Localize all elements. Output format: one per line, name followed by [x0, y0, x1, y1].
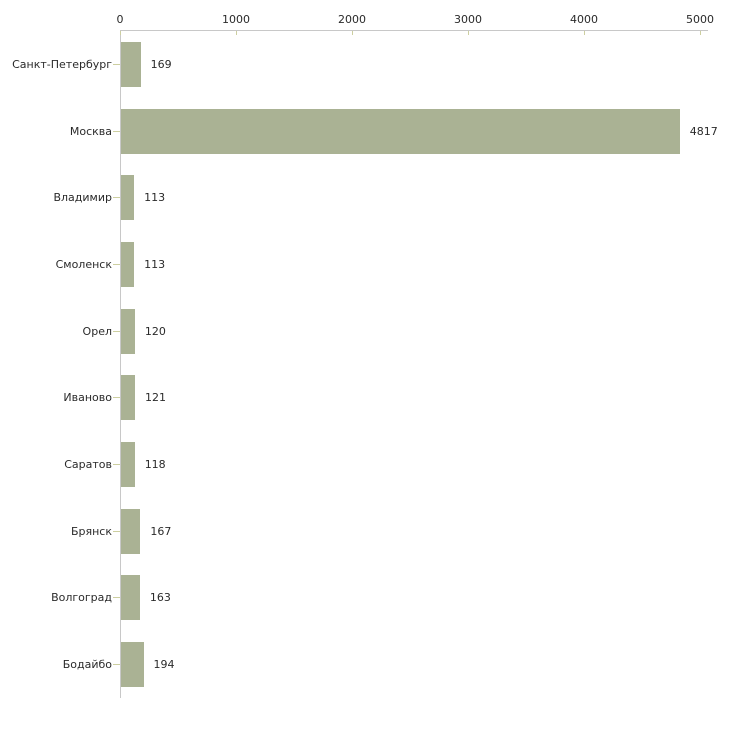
category-label: Брянск [70, 524, 112, 538]
x-tick-label: 1000 [222, 13, 250, 26]
x-tick-mark [352, 31, 353, 35]
bar [121, 575, 140, 621]
bar [121, 442, 135, 488]
value-label: 4817 [689, 124, 718, 138]
value-label: 167 [150, 524, 172, 538]
y-tick-mark [113, 464, 120, 466]
x-tick-label: 3000 [454, 13, 482, 26]
chart-row: Санкт-Петербург 169 [0, 31, 730, 98]
y-axis-line [120, 30, 121, 698]
chart-row: Бодайбо 194 [0, 631, 730, 698]
chart-row: Владимир 113 [0, 164, 730, 231]
chart-row: Орел 120 [0, 298, 730, 365]
y-tick-mark [113, 130, 120, 132]
chart-row: Москва 4817 [0, 98, 730, 165]
category-label: Бодайбо [62, 658, 112, 672]
y-tick-mark [113, 330, 120, 332]
value-label: 169 [150, 57, 172, 71]
bar [121, 508, 141, 554]
x-tick-mark [700, 31, 701, 35]
bar [121, 375, 136, 421]
bar [121, 308, 135, 354]
y-tick-mark [113, 263, 120, 265]
x-tick-label: 5000 [686, 13, 714, 26]
value-label: 163 [149, 591, 171, 605]
x-tick-mark [236, 31, 237, 35]
y-tick-mark [113, 63, 120, 65]
value-label: 121 [145, 391, 167, 405]
category-label: Иваново [63, 391, 112, 405]
category-label: Волгоград [51, 591, 112, 605]
value-label: 118 [144, 458, 166, 472]
category-label: Санкт-Петербург [12, 57, 112, 71]
chart-row: Брянск 167 [0, 498, 730, 565]
x-tick-label: 0 [116, 13, 124, 26]
x-tick-label: 4000 [570, 13, 598, 26]
value-label: 113 [144, 257, 166, 271]
bar [121, 41, 141, 87]
bar [121, 642, 144, 688]
category-label: Смоленск [55, 257, 112, 271]
bar [121, 108, 680, 154]
bar [121, 175, 135, 221]
value-label: 120 [144, 324, 166, 338]
chart-row: Волгоград 163 [0, 565, 730, 632]
category-label: Саратов [64, 458, 112, 472]
chart-row: Смоленск 113 [0, 231, 730, 298]
x-axis-line [120, 30, 708, 31]
x-tick-mark [584, 31, 585, 35]
y-tick-mark [113, 397, 120, 399]
y-tick-mark [113, 597, 120, 599]
value-label: 194 [153, 658, 175, 672]
bar [121, 241, 135, 287]
category-label: Москва [69, 124, 112, 138]
y-tick-mark [113, 530, 120, 532]
x-tick-mark [468, 31, 469, 35]
y-tick-mark [113, 664, 120, 666]
chart-rows: Санкт-Петербург 169 Москва 4817 Владимир 113 С… [0, 31, 730, 698]
category-label: Орел [82, 324, 112, 338]
category-label: Владимир [53, 191, 112, 205]
x-tick-mark [120, 31, 121, 35]
chart-row: Саратов 118 [0, 431, 730, 498]
chart-row: Иваново 121 [0, 365, 730, 432]
value-label: 113 [144, 191, 166, 205]
x-tick-label: 2000 [338, 13, 366, 26]
y-tick-mark [113, 197, 120, 199]
